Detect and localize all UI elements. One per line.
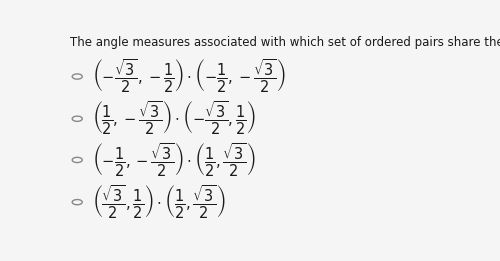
Text: $\left(-\dfrac{1}{2}, -\dfrac{\sqrt{3}}{2}\right)\cdot\left(\dfrac{1}{2}, \dfrac: $\left(-\dfrac{1}{2}, -\dfrac{\sqrt{3}}{… bbox=[92, 141, 256, 179]
Text: $\left(\dfrac{\sqrt{3}}{2}, \dfrac{1}{2}\right)\cdot\left(\dfrac{1}{2}, \dfrac{\: $\left(\dfrac{\sqrt{3}}{2}, \dfrac{1}{2}… bbox=[92, 183, 226, 221]
Text: $\left(-\dfrac{\sqrt{3}}{2}, -\dfrac{1}{2}\right)\cdot\left(-\dfrac{1}{2}, -\dfr: $\left(-\dfrac{\sqrt{3}}{2}, -\dfrac{1}{… bbox=[92, 58, 286, 95]
Text: The angle measures associated with which set of ordered pairs share the same ref: The angle measures associated with which… bbox=[70, 36, 500, 49]
Text: $\left(\dfrac{1}{2}, -\dfrac{\sqrt{3}}{2}\right)\cdot\left(-\dfrac{\sqrt{3}}{2},: $\left(\dfrac{1}{2}, -\dfrac{\sqrt{3}}{2… bbox=[92, 100, 256, 138]
